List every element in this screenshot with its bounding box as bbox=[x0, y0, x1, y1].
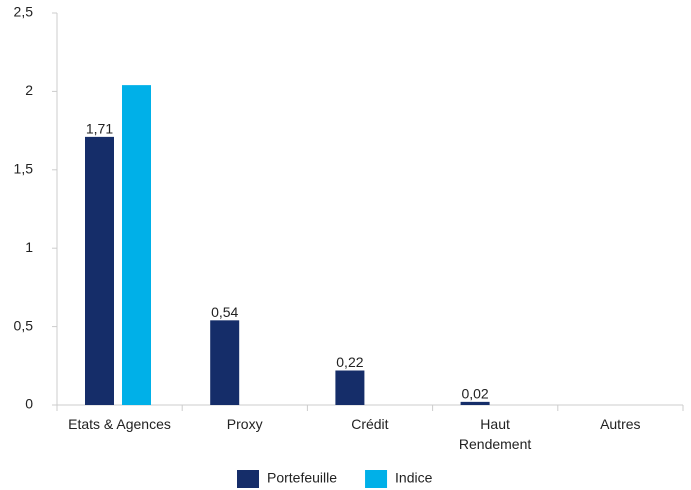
x-tick-label: Proxy bbox=[226, 416, 263, 432]
bar bbox=[335, 370, 365, 405]
bar bbox=[85, 136, 114, 405]
x-tick-label: Crédit bbox=[351, 416, 389, 432]
legend-swatch bbox=[237, 470, 259, 488]
value-label: 1,71 bbox=[86, 121, 113, 137]
value-label: 0,02 bbox=[461, 386, 488, 402]
x-tick-label: Etats & Agences bbox=[68, 416, 171, 432]
legend-label: Portefeuille bbox=[267, 470, 337, 486]
y-tick-label: 0 bbox=[25, 396, 33, 412]
legend-swatch bbox=[365, 470, 388, 488]
y-tick-label: 1,5 bbox=[14, 161, 34, 177]
y-tick-label: 0,5 bbox=[14, 317, 34, 333]
value-label: 0,22 bbox=[336, 354, 363, 370]
y-tick-label: 2,5 bbox=[14, 4, 34, 20]
value-label: 0,54 bbox=[211, 304, 238, 320]
x-tick-label: Autres bbox=[600, 416, 641, 432]
x-tick-label: Haut Rendement bbox=[458, 416, 532, 452]
legend-label: Indice bbox=[395, 470, 433, 486]
y-tick-label: 2 bbox=[25, 82, 33, 98]
bar bbox=[460, 401, 490, 405]
y-tick-label: 1 bbox=[25, 239, 33, 255]
bar bbox=[210, 320, 240, 405]
bar bbox=[122, 85, 151, 406]
